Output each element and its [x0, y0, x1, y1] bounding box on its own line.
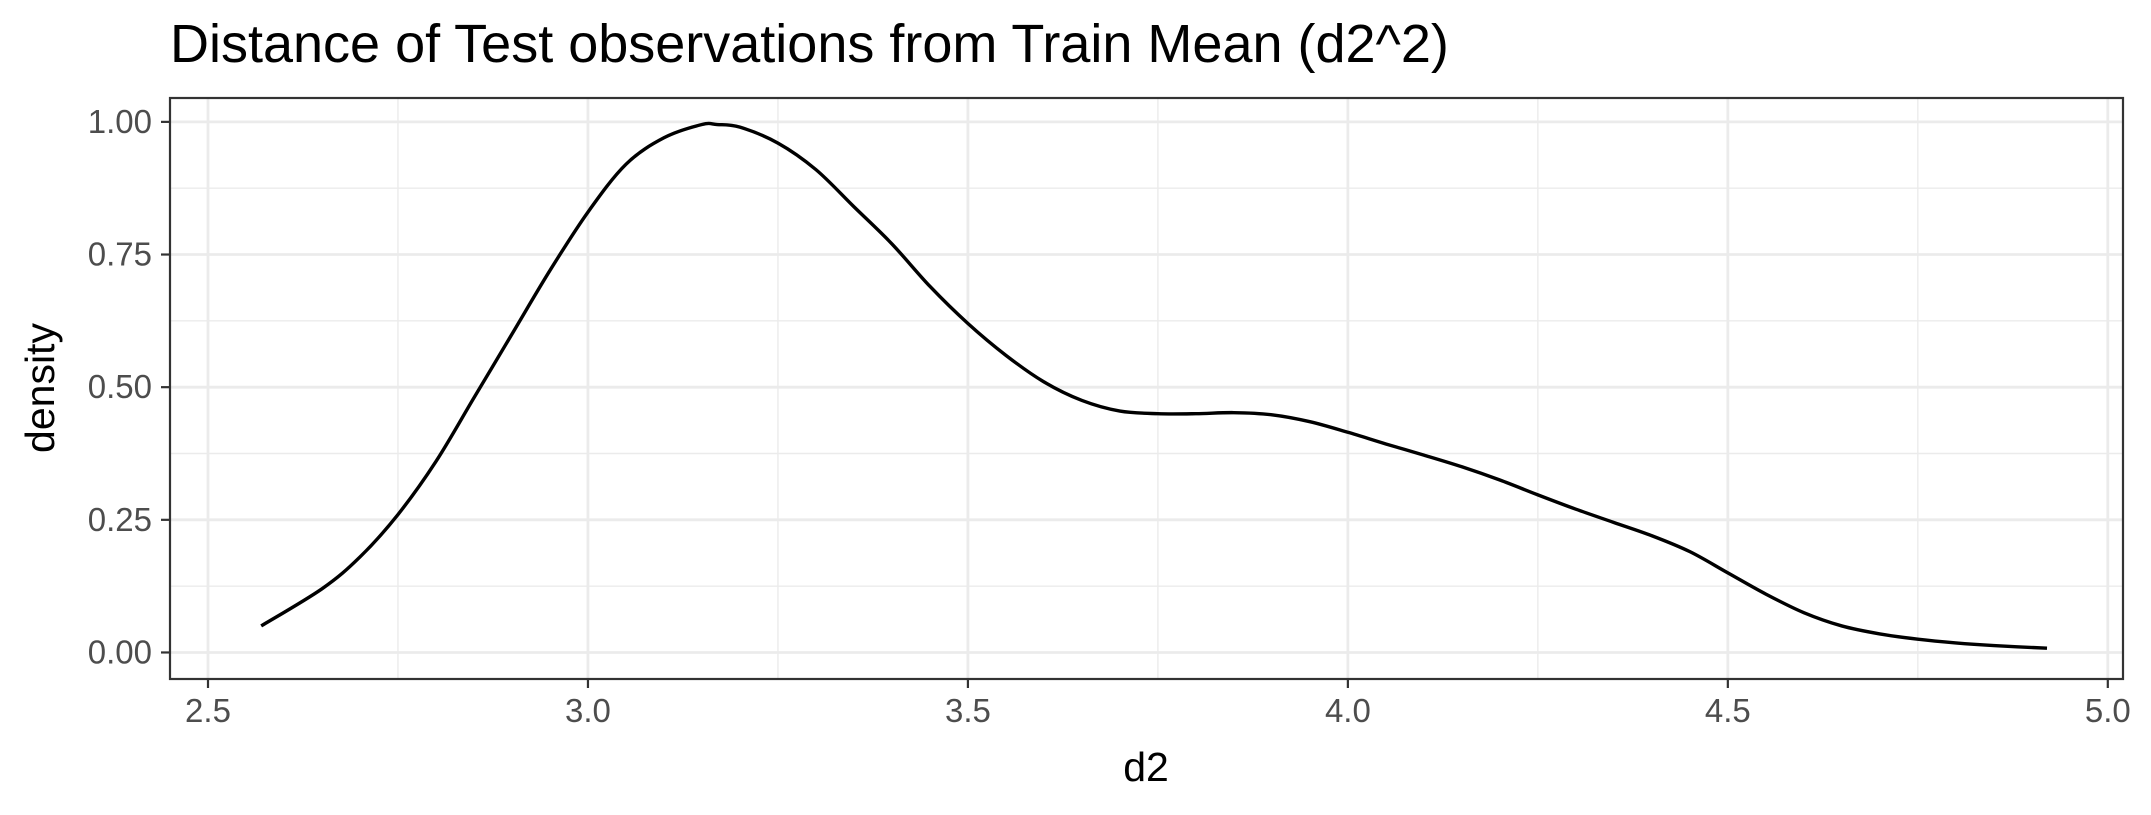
- x-tick-label: 4.0: [1325, 692, 1371, 729]
- x-tick-label: 3.0: [565, 692, 611, 729]
- y-tick-label: 0.25: [88, 501, 152, 538]
- x-tick-label: 2.5: [185, 692, 231, 729]
- x-tick-label: 3.5: [945, 692, 991, 729]
- x-tick-label: 5.0: [2085, 692, 2131, 729]
- y-axis: 0.00 0.25 0.50 0.75 1.00: [88, 103, 170, 670]
- major-gridlines: [170, 98, 2123, 679]
- x-axis: 2.5 3.0 3.5 4.0 4.5 5.0: [185, 679, 2131, 729]
- y-axis-title: density: [17, 323, 63, 453]
- x-axis-title: d2: [1123, 744, 1169, 790]
- y-tick-label: 1.00: [88, 103, 152, 140]
- y-tick-label: 0.75: [88, 236, 152, 273]
- series-layer: [260, 121, 2048, 650]
- plot-panel-border: [168, 96, 2125, 681]
- y-tick-label: 0.50: [88, 368, 152, 405]
- x-tick-label: 4.5: [1705, 692, 1751, 729]
- density-line: [260, 121, 2048, 650]
- chart-title: Distance of Test observations from Train…: [170, 14, 1449, 74]
- y-tick-label: 0.00: [88, 633, 152, 670]
